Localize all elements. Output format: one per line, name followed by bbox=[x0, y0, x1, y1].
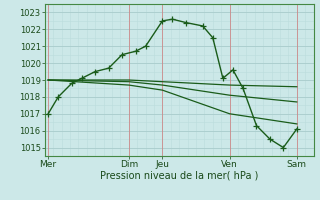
X-axis label: Pression niveau de la mer( hPa ): Pression niveau de la mer( hPa ) bbox=[100, 171, 258, 181]
